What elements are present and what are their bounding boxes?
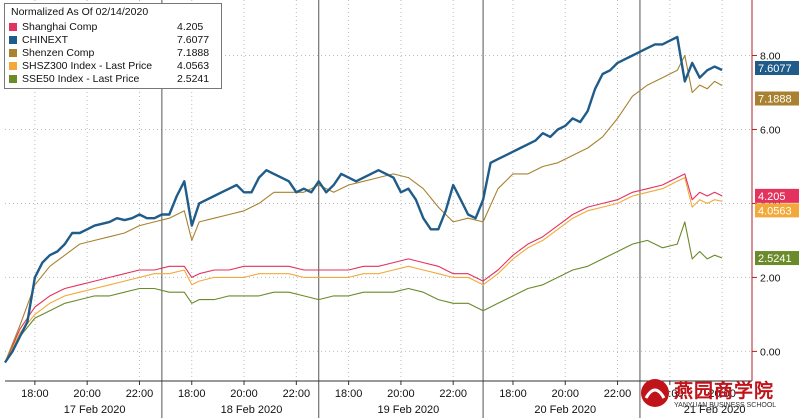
last-value-tag-label: 7.6077 bbox=[758, 63, 792, 75]
last-value-tag-bg bbox=[755, 60, 799, 75]
series-layer bbox=[4, 35, 723, 364]
last-value-tag-sse50: 2.5241 bbox=[755, 251, 799, 266]
watermark-logo-icon bbox=[641, 379, 669, 407]
day-label: 18 Feb 2020 bbox=[221, 404, 283, 416]
legend-entry-shanghai: Shanghai Comp 4.205 bbox=[5, 21, 221, 34]
legend-name: Shenzen Comp bbox=[22, 47, 95, 59]
legend-name: SSE50 Index - Last Price bbox=[22, 73, 140, 85]
last-value-tags: 4.0563 4.205 2.5241 7.1888 7.6077 bbox=[755, 60, 799, 266]
last-value-tag-bg bbox=[755, 91, 799, 106]
x-tick-label: 18:00 bbox=[21, 388, 49, 400]
y-tick-label: 2.00 bbox=[760, 272, 781, 284]
x-tick-label: 18:00 bbox=[335, 388, 363, 400]
x-tick-label: 22:00 bbox=[604, 388, 632, 400]
x-tick-label: 20:00 bbox=[387, 388, 415, 400]
last-value-tag-shanghai: 4.205 bbox=[755, 188, 799, 203]
legend-swatch bbox=[9, 49, 17, 57]
last-value-tag-bg bbox=[755, 251, 799, 266]
legend-name: SHSZ300 Index - Last Price bbox=[22, 60, 153, 72]
watermark: 燕园商学院 YANYUAN BUSINESS SCHOOL bbox=[634, 372, 800, 418]
last-value-tag-label: 4.0563 bbox=[758, 205, 792, 217]
series-line-shanghai bbox=[4, 173, 723, 363]
x-tick-label: 22:00 bbox=[439, 388, 467, 400]
series-line-chinext bbox=[4, 35, 723, 364]
watermark-title: 燕园商学院 bbox=[674, 380, 775, 402]
legend-swatch bbox=[9, 62, 17, 70]
series-line-shenzen bbox=[4, 54, 723, 363]
last-value-tag-label: 4.205 bbox=[758, 191, 786, 203]
last-value-tag-chinext: 7.6077 bbox=[755, 60, 799, 75]
x-tick-label: 20:00 bbox=[230, 388, 258, 400]
x-tick-label: 18:00 bbox=[178, 388, 206, 400]
legend-entry-shsz300: SHSZ300 Index - Last Price 4.0563 bbox=[5, 60, 221, 73]
legend-entry-chinext: CHINEXT 7.6077 bbox=[5, 34, 221, 47]
x-tick-label: 18:00 bbox=[499, 388, 527, 400]
day-label: 17 Feb 2020 bbox=[64, 404, 126, 416]
day-labels: 17 Feb 2020 18 Feb 2020 19 Feb 2020 20 Feb … bbox=[64, 404, 746, 416]
last-value-tag-shsz300: 4.0563 bbox=[755, 203, 799, 218]
x-tick-label: 20:00 bbox=[73, 388, 101, 400]
last-value-tag-label: 7.1888 bbox=[758, 93, 792, 105]
last-value-tag-shenzen: 7.1888 bbox=[755, 91, 799, 106]
x-tick-label: 22:00 bbox=[283, 388, 311, 400]
y-tick-label: 6.00 bbox=[760, 124, 781, 136]
watermark-subtitle: YANYUAN BUSINESS SCHOOL bbox=[674, 402, 777, 409]
x-tick-label: 22:00 bbox=[126, 388, 154, 400]
y-tick-label: 0.00 bbox=[760, 346, 781, 358]
legend-swatch bbox=[9, 36, 17, 44]
x-axis-ticks: 18:00 20:00 22:00 18:00 20:00 22:00 18:00 20:00… bbox=[21, 381, 736, 400]
legend-title: Normalized As Of 02/14/2020 bbox=[11, 6, 149, 18]
legend-name: Shanghai Comp bbox=[22, 21, 98, 33]
day-label: 20 Feb 2020 bbox=[534, 404, 596, 416]
legend-swatch bbox=[9, 75, 17, 83]
legend-value: 7.1888 bbox=[177, 47, 210, 59]
legend-value: 7.6077 bbox=[177, 34, 210, 46]
legend-entry-sse50: SSE50 Index - Last Price 2.5241 bbox=[5, 73, 221, 86]
series-line-sse50 bbox=[4, 221, 723, 363]
day-label: 19 Feb 2020 bbox=[377, 404, 439, 416]
last-value-tag-bg bbox=[755, 203, 799, 218]
legend-value: 4.205 bbox=[177, 21, 204, 33]
legend-value: 2.5241 bbox=[177, 73, 210, 85]
y-tick-label: 8.00 bbox=[760, 50, 781, 62]
last-value-tag-label: 2.5241 bbox=[758, 253, 792, 265]
day-label: 21 Feb 2020 bbox=[684, 404, 746, 416]
legend-entry-shenzen: Shenzen Comp 7.1888 bbox=[5, 47, 221, 60]
legend-value: 4.0563 bbox=[177, 60, 210, 72]
legend: Normalized As Of 02/14/2020 Shanghai Com… bbox=[4, 3, 222, 89]
legend-swatch bbox=[9, 23, 17, 31]
x-tick-label: 20:00 bbox=[708, 388, 736, 400]
last-value-tag-bg bbox=[755, 188, 799, 203]
x-tick-label: 20:00 bbox=[551, 388, 579, 400]
legend-name: CHINEXT bbox=[22, 34, 69, 46]
series-line-shsz300 bbox=[4, 177, 723, 363]
